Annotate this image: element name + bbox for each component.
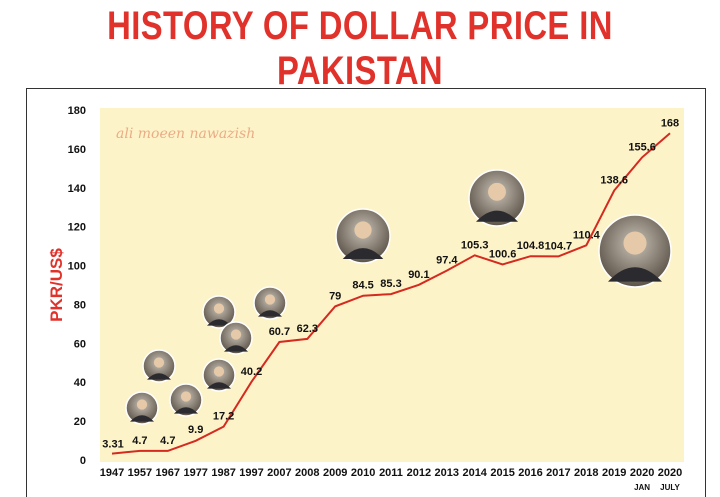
x-tick-label: 2007 <box>267 467 291 479</box>
data-label: 168 <box>661 117 679 129</box>
data-label: 62.3 <box>297 323 318 335</box>
data-label: 85.3 <box>380 278 401 290</box>
x-tick-label: 2014 <box>462 467 487 479</box>
x-tick-label: 2016 <box>518 467 542 479</box>
portrait-1987-a-photo <box>202 295 236 329</box>
y-tick-label: 160 <box>68 144 86 156</box>
data-label: 100.6 <box>489 248 517 260</box>
x-tick-label: 1997 <box>239 467 263 479</box>
x-tick-label: 2020 <box>630 467 654 479</box>
data-label: 60.7 <box>269 326 290 338</box>
y-tick-label: 120 <box>68 222 86 234</box>
y-axis-label: PKR/US$ <box>47 248 66 322</box>
data-label: 4.7 <box>132 435 147 447</box>
y-tick-label: 60 <box>74 338 86 350</box>
x-tick-label: 1957 <box>128 467 152 479</box>
series-line <box>111 132 671 455</box>
chart-frame <box>26 88 706 497</box>
y-tick-label: 140 <box>68 183 86 195</box>
portrait-1957-photo <box>125 391 159 425</box>
portrait-2013-photo <box>468 169 526 227</box>
data-label: 4.7 <box>160 435 175 447</box>
data-label: 105.3 <box>461 239 489 251</box>
x-tick-label: 2017 <box>546 467 570 479</box>
x-tick-label: 2008 <box>295 467 319 479</box>
x-tick-label: 1947 <box>100 467 124 479</box>
portrait-1987-b-photo <box>219 321 253 355</box>
data-label: 90.1 <box>408 269 429 281</box>
data-label: 79 <box>329 290 341 302</box>
x-tick-label: 2020 <box>658 467 682 479</box>
x-tick-label: 2019 <box>602 467 626 479</box>
x-tick-label: 1967 <box>156 467 180 479</box>
y-tick-label: 100 <box>68 261 86 273</box>
portrait-2007-photo <box>253 286 287 320</box>
portrait-1967-photo <box>142 349 176 383</box>
y-tick-label: 40 <box>74 377 86 389</box>
x-tick-label: 2015 <box>490 467 514 479</box>
x-tick-label: 2010 <box>351 467 375 479</box>
data-label: 17.2 <box>213 411 234 423</box>
data-label: 3.31 <box>102 439 123 451</box>
data-labels: 3.31 4.7 4.7 9.9 17.2 40.2 60.7 62.3 79 84.5 85.3 9… <box>102 117 679 450</box>
y-tick-label: 80 <box>74 299 86 311</box>
x-tick-label: 1987 <box>211 467 235 479</box>
watermark-signature: ali moeen nawazish <box>116 126 255 142</box>
x-tick-label: 2013 <box>435 467 459 479</box>
data-label: 110.4 <box>573 229 601 241</box>
x-tick-label: 1977 <box>183 467 207 479</box>
portrait-2009-photo <box>335 208 391 264</box>
data-label: 104.8 <box>517 240 545 252</box>
x-tick-label: 2009 <box>323 467 347 479</box>
portrait-1987-c-photo <box>202 358 236 392</box>
data-label: 155.6 <box>628 141 656 153</box>
x-tick-sublabel: JAN <box>634 483 650 492</box>
y-tick-label: 20 <box>74 416 86 428</box>
portrait-2019-photo <box>598 214 672 288</box>
data-label: 138.6 <box>600 175 628 187</box>
y-tick-label: 180 <box>68 105 86 117</box>
leader-portraits <box>125 169 672 425</box>
y-axis: 0 20 40 60 80 100 120 140 160 180 <box>68 105 86 467</box>
x-axis: 1947 1957 1967 1977 1987 1997 2007 2008 2009 2010… <box>100 467 682 492</box>
y-tick-label: 0 <box>80 455 86 467</box>
x-tick-label: 2011 <box>379 467 403 479</box>
portrait-1977-photo <box>169 383 203 417</box>
x-tick-label: 2012 <box>407 467 431 479</box>
x-tick-sublabel: JULY <box>660 483 680 492</box>
data-label: 9.9 <box>188 424 203 436</box>
data-label: 84.5 <box>352 280 373 292</box>
data-label: 104.7 <box>545 240 573 252</box>
data-label: 97.4 <box>436 255 458 267</box>
page-title: HISTORY OF DOLLAR PRICE IN PAKISTAN <box>107 4 613 93</box>
x-tick-label: 2018 <box>574 467 598 479</box>
data-label: 40.2 <box>241 366 262 378</box>
